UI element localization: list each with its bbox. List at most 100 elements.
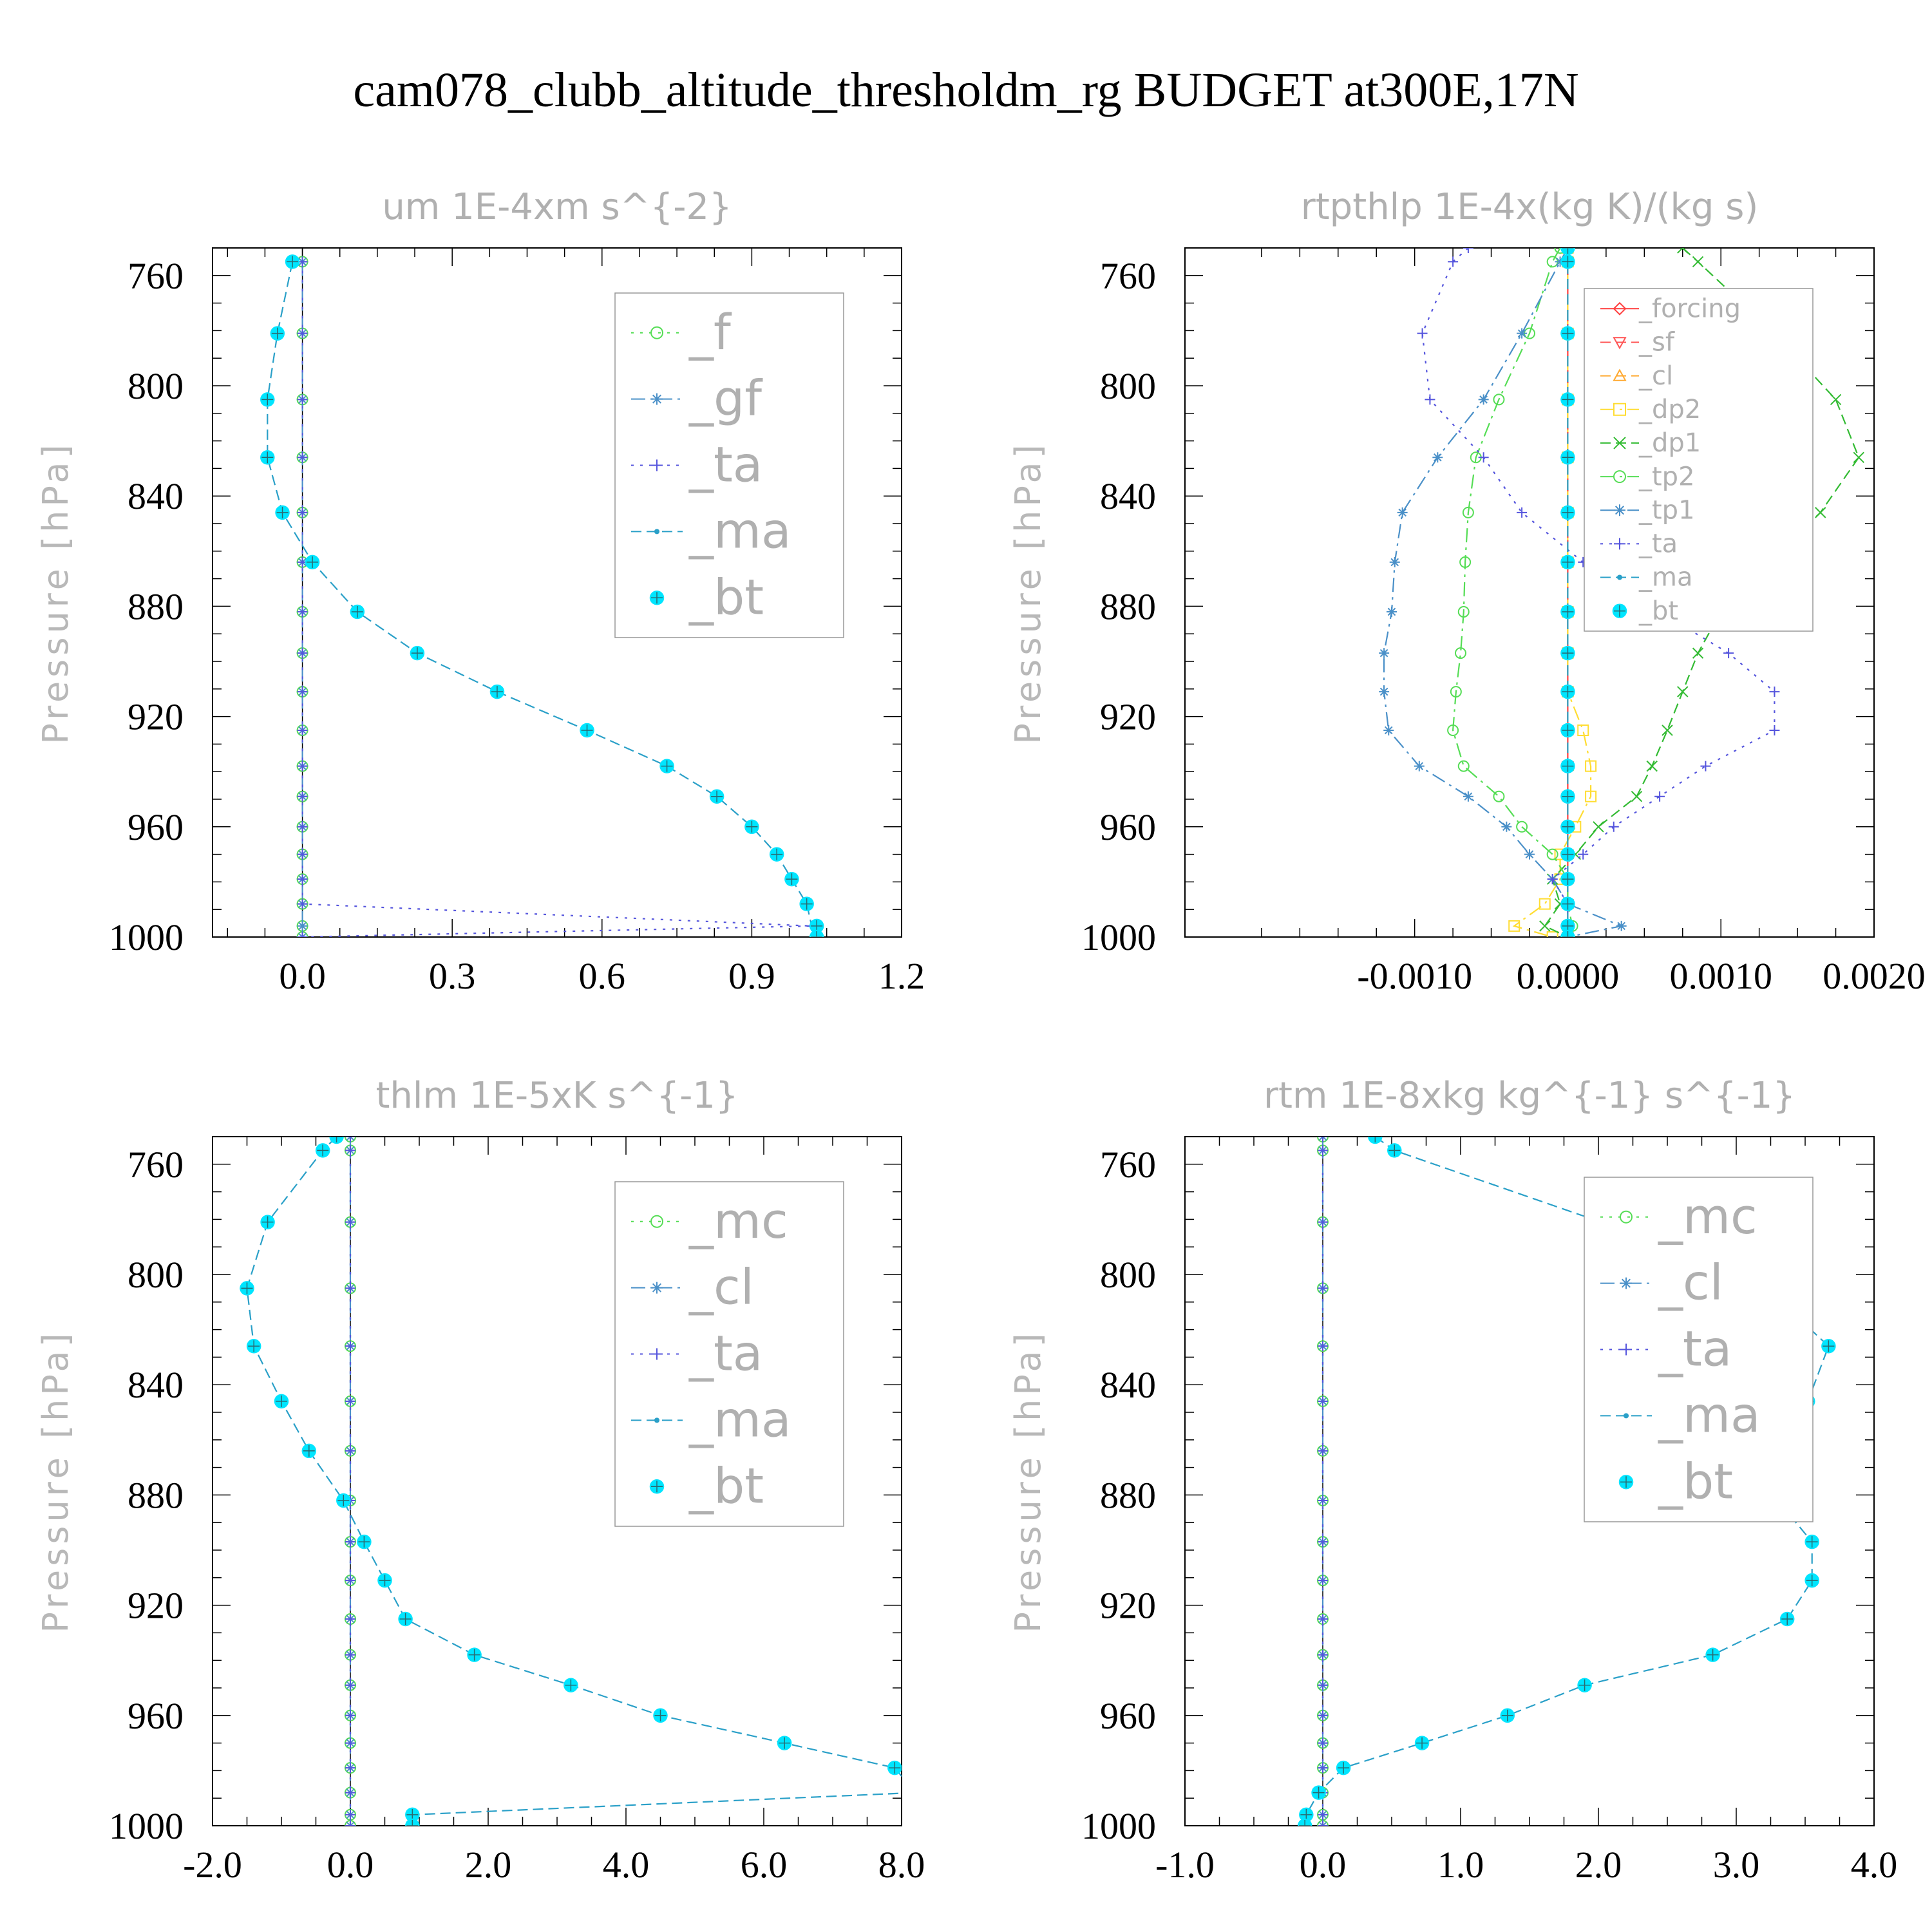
legend-label: _cl (1638, 361, 1673, 391)
data-point (345, 1614, 355, 1624)
data-point (1560, 505, 1575, 520)
data-point (1821, 1339, 1836, 1354)
data-point (345, 1137, 355, 1142)
legend-label: _ta (1638, 529, 1678, 559)
data-point (887, 1760, 902, 1776)
y-tick-label: 880 (128, 585, 184, 627)
legend: _mc _cl _ta _ma _bt (1584, 1177, 1814, 1522)
data-point (1462, 506, 1474, 518)
series-line (1452, 248, 1573, 937)
x-tick-label: 8.0 (878, 1844, 925, 1886)
y-tick-label: 960 (128, 1695, 184, 1737)
data-point (1397, 507, 1408, 518)
y-tick-label: 920 (1100, 1585, 1156, 1627)
data-point (1478, 394, 1489, 405)
data-point (1318, 1217, 1328, 1227)
legend-marker (1616, 574, 1623, 580)
legend-label: _ta (1658, 1320, 1732, 1378)
y-tick-label: 1000 (109, 1805, 184, 1847)
data-point (1318, 1821, 1328, 1826)
x-tick-label: 0.0 (1300, 1844, 1347, 1886)
data-point (357, 1534, 372, 1549)
legend-label: _ma (688, 1390, 791, 1448)
data-point (467, 1647, 482, 1662)
data-point (345, 1680, 355, 1690)
x-tick-label: 0.0 (327, 1844, 374, 1886)
series-ta (345, 1137, 355, 1826)
data-point (345, 1787, 355, 1798)
chart-panels: um 1E-4xm s^{-2} Pressure [hPa] 0.0 0.3 0.6 0… (35, 186, 1926, 1886)
data-point (1379, 648, 1390, 659)
legend-label: _ta (688, 1325, 762, 1382)
data-point (1508, 920, 1520, 932)
data-point (1493, 790, 1505, 802)
x-tick-label: 3.0 (1713, 1844, 1760, 1886)
data-point (405, 1818, 420, 1826)
x-tick-label: 0.0010 (1669, 955, 1772, 997)
series-line (1512, 248, 1592, 937)
data-point (1585, 790, 1597, 802)
panel-title: rtpthlp 1E-4x(kg K)/(kg s) (1301, 186, 1759, 228)
data-point (1318, 1649, 1328, 1660)
data-point (709, 789, 724, 804)
data-point (1804, 1534, 1819, 1549)
y-tick-label: 1000 (1081, 1805, 1156, 1847)
data-point (564, 1678, 578, 1692)
data-point (345, 1283, 355, 1294)
data-point (1662, 724, 1673, 736)
legend-marker (1620, 1277, 1632, 1289)
data-point (1318, 1445, 1328, 1456)
data-area (260, 254, 824, 937)
data-point (1516, 820, 1528, 833)
x-tick-label: 2.0 (1575, 1844, 1622, 1886)
legend-label: _f (688, 303, 732, 361)
legend-marker (1623, 1413, 1629, 1419)
data-point (345, 1445, 355, 1456)
legend-box (1584, 288, 1814, 632)
data-point (1383, 725, 1394, 735)
data-point (1654, 791, 1665, 802)
y-tick-label: 1000 (109, 916, 184, 958)
data-point (297, 328, 308, 339)
data-point (1560, 871, 1575, 887)
figure-title: cam078_clubb_altitude_thresholdm_rg BUDG… (353, 63, 1578, 117)
data-point (1414, 761, 1425, 772)
legend-marker (654, 1417, 660, 1423)
data-point (1500, 1708, 1515, 1723)
data-point (345, 1537, 355, 1548)
data-point (315, 1143, 330, 1158)
data-point (297, 821, 308, 832)
data-point (1554, 248, 1566, 254)
y-tick-label: 880 (1100, 1474, 1156, 1516)
legend-label: _bt (688, 568, 764, 625)
legend-marker (1613, 337, 1627, 350)
y-tick-label: 840 (128, 1364, 184, 1406)
y-tick-label: 920 (128, 1585, 184, 1627)
data-point (1677, 686, 1689, 697)
legend-marker (1614, 538, 1625, 550)
data-point (275, 505, 290, 520)
y-tick-label: 840 (1100, 475, 1156, 517)
data-point (345, 1649, 355, 1660)
panel-title: thlm 1E-5xK s^{-1} (375, 1075, 738, 1117)
legend-marker (649, 591, 665, 605)
data-point (297, 920, 308, 931)
data-point (336, 1493, 351, 1508)
data-point (1560, 789, 1575, 804)
data-point (297, 898, 308, 909)
series-tp2 (1447, 248, 1578, 937)
data-point (345, 1821, 355, 1826)
data-point (1379, 687, 1390, 697)
legend-marker (650, 1215, 663, 1228)
data-point (489, 684, 505, 699)
data-point (1387, 1143, 1402, 1158)
data-point (1318, 1710, 1328, 1721)
data-point (1560, 248, 1575, 256)
y-tick-label: 760 (1100, 1144, 1156, 1186)
data-point (410, 645, 425, 661)
data-point (580, 723, 594, 738)
x-tick-label: 4.0 (1851, 1844, 1898, 1886)
data-point (274, 1394, 289, 1409)
data-point (1815, 507, 1826, 518)
